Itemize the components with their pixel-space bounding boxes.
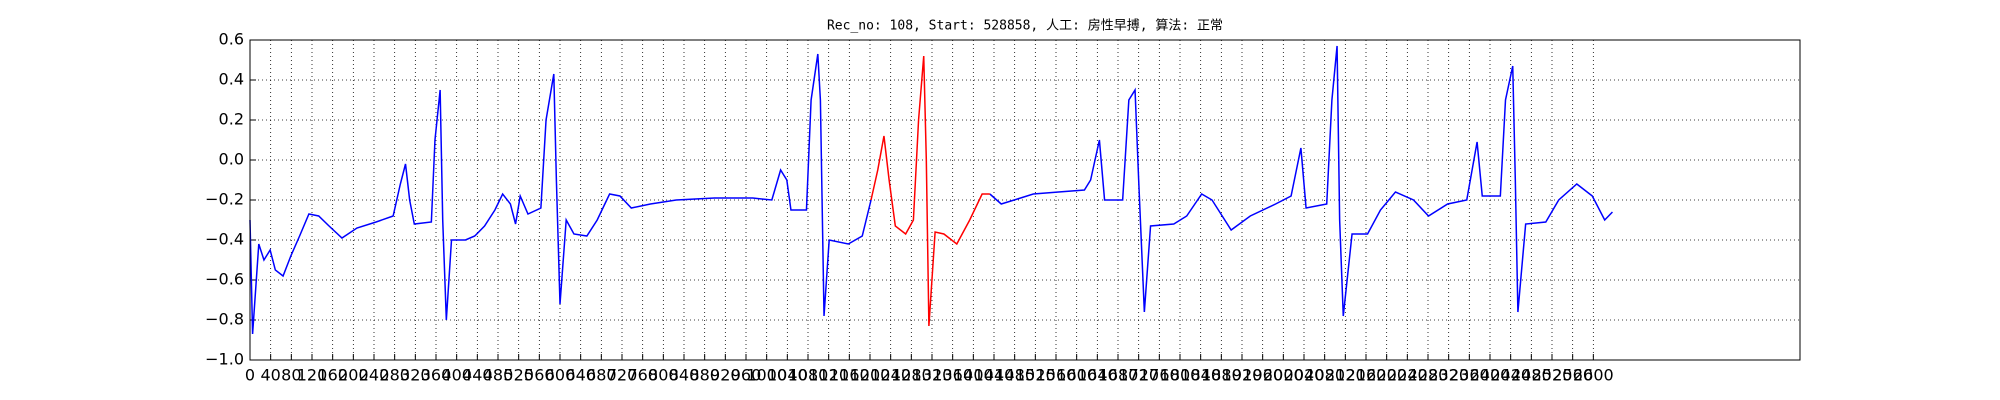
x-tick-label: 920 [710,366,741,385]
x-tick-label: 40 [260,366,280,385]
x-tick-label: 2280 [1408,366,1449,385]
x-tick-label: 200 [338,366,369,385]
x-tick-label: 960 [731,366,762,385]
x-tick-label: 800 [648,366,679,385]
x-tick-label: 2200 [1366,366,1407,385]
x-tick-label: 1880 [1201,366,1242,385]
x-tick-label: 560 [524,366,555,385]
x-tick-label: 720 [607,366,638,385]
y-tick-label: −0.6 [205,270,244,289]
x-tick-label: 680 [586,366,617,385]
line-series [249,53,872,335]
x-tick-label: 2560 [1552,366,1593,385]
x-tick-label: 1720 [1118,366,1159,385]
x-tick-label: 1240 [870,366,911,385]
x-tick-label: 2080 [1304,366,1345,385]
x-tick-label: 1480 [994,366,1035,385]
x-tick-label: 1640 [1077,366,1118,385]
x-tick-label: 880 [689,366,720,385]
x-tick-label: 1440 [974,366,1015,385]
plot-frame [249,39,1801,361]
x-tick-label: 840 [669,366,700,385]
x-tick-label: 1840 [1180,366,1221,385]
y-tick-label: −0.2 [205,190,244,209]
y-tick-label: 0.4 [219,70,244,89]
x-tick-label: 120 [297,366,328,385]
y-tick-label: 0.2 [219,110,244,129]
chart-title: Rec_no: 108, Start: 528858, 人工: 房性早搏, 算法… [827,18,1223,34]
x-tick-label: 2480 [1511,366,1552,385]
x-tick-label: 2520 [1532,366,1573,385]
x-tick-label: 1360 [932,366,973,385]
x-tick-label: 2400 [1470,366,1511,385]
x-tick-label: 2600 [1573,366,1614,385]
x-tick-label: 1800 [1160,366,1201,385]
x-tick-label: 1120 [808,366,849,385]
x-tick-label: 480 [483,366,514,385]
x-tick-label: 2320 [1428,366,1469,385]
x-tick-label: 2120 [1325,366,1366,385]
x-tick-label: 1560 [1036,366,1077,385]
x-tick-label: 1000 [746,366,787,385]
x-tick-label: 1160 [829,366,870,385]
x-tick-label: 2240 [1387,366,1428,385]
x-tick-label: 1320 [912,366,953,385]
y-tick-label: −1.0 [205,350,244,369]
x-tick-label: 2040 [1284,366,1325,385]
x-tick-label: 1920 [1222,366,1263,385]
x-tick-label: 760 [627,366,658,385]
line-series [989,45,1613,317]
x-tick-label: 2160 [1346,366,1387,385]
x-tick-label: 280 [379,366,410,385]
x-tick-label: 1080 [788,366,829,385]
x-tick-label: 440 [462,366,493,385]
line-series [870,55,990,327]
y-tick-label: 0.0 [219,150,244,169]
x-tick-label: 600 [545,366,576,385]
x-tick-label: 160 [317,366,348,385]
x-tick-label: 1520 [1015,366,1056,385]
x-tick-label: 400 [441,366,472,385]
y-tick-label: −0.4 [205,230,244,249]
x-tick-label: 2360 [1449,366,1490,385]
x-tick-label: 520 [503,366,534,385]
x-tick-label: 240 [359,366,390,385]
x-tick-label: 1400 [953,366,994,385]
x-tick-label: 1280 [891,366,932,385]
x-tick-label: 1760 [1139,366,1180,385]
x-tick-label: 360 [421,366,452,385]
y-tick-label: −0.8 [205,310,244,329]
x-tick-label: 80 [281,366,301,385]
x-tick-label: 640 [565,366,596,385]
x-tick-label: 2440 [1490,366,1531,385]
y-tick-label: 0.6 [219,30,244,49]
x-tick-label: 0 [245,366,255,385]
x-tick-label: 1960 [1242,366,1283,385]
x-tick-label: 1680 [1098,366,1139,385]
x-tick-label: 320 [400,366,431,385]
x-tick-label: 2000 [1263,366,1304,385]
x-tick-label: 1040 [767,366,808,385]
x-tick-label: 1600 [1056,366,1097,385]
x-tick-label: 1200 [850,366,891,385]
